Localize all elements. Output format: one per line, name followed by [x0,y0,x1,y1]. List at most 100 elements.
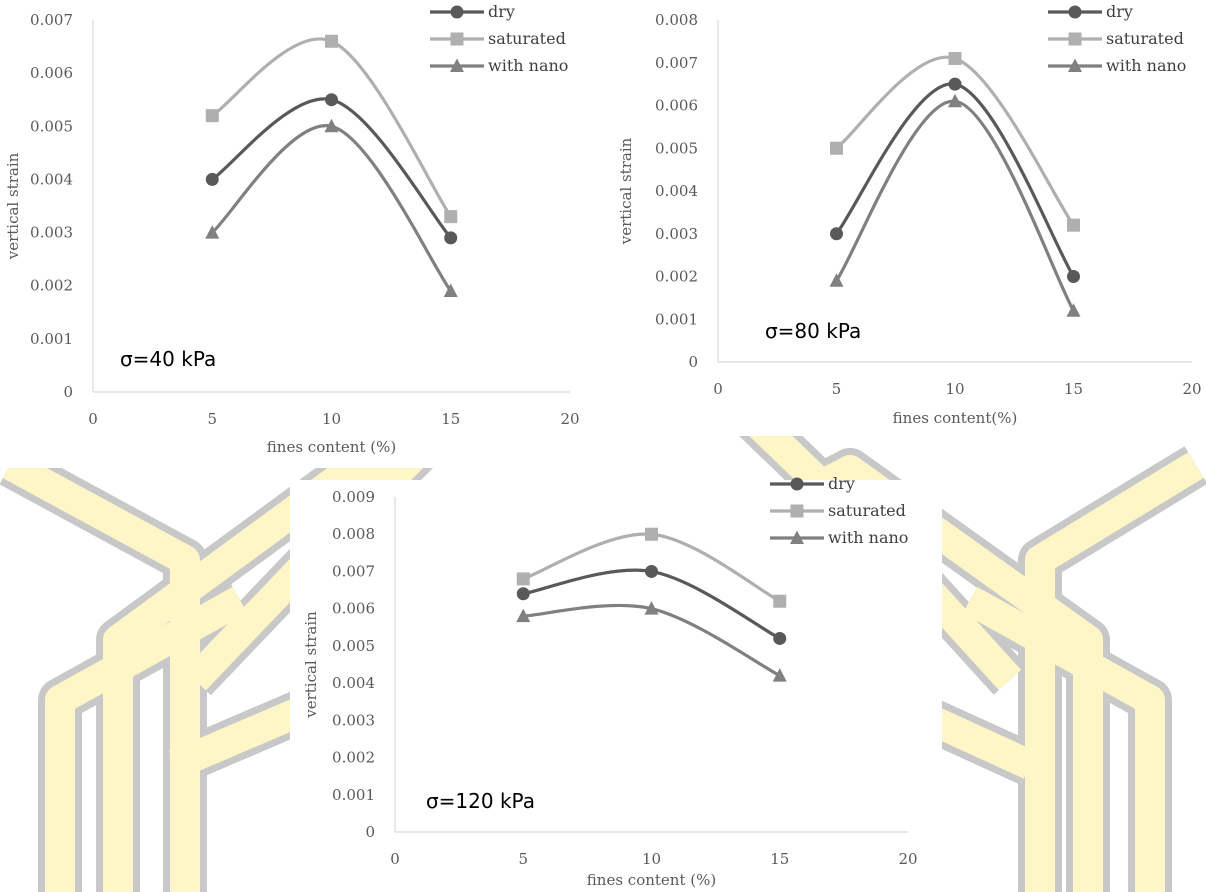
legend-marker [450,5,464,19]
y-tick-label: 0 [688,353,698,371]
series-with-nano [205,118,458,298]
y-axis-title: vertical strain [302,611,320,719]
x-axis-title: fines content(%) [893,409,1018,427]
legend-label: with nano [1106,56,1186,75]
x-tick-label: 20 [560,410,579,428]
data-point [772,668,787,682]
data-point [830,227,843,241]
y-tick-label: 0.001 [332,786,375,804]
y-tick-label: 0.003 [332,711,375,729]
y-tick-label: 0.001 [655,310,698,328]
data-point [948,51,962,65]
data-point [644,601,659,615]
data-point [829,273,844,287]
chart-sigma-120: 0 0.001 0.002 0.003 0.004 0.005 0.006 0.007 0.00… [290,474,942,892]
x-tick-label: 15 [1064,380,1083,398]
x-tick-label: 15 [770,850,789,868]
x-tick-label: 10 [322,410,341,428]
data-point [516,572,530,586]
x-tick-label: 0 [390,850,400,868]
legend-marker [450,58,464,72]
legend-label: dry [828,474,855,493]
legend-marker [1068,58,1082,72]
legend: dry saturated with nano [1048,2,1186,75]
legend-marker [790,477,804,491]
y-tick-label: 0.002 [332,749,375,767]
y-tick-label: 0.009 [332,488,375,506]
y-tick-label: 0.006 [655,97,698,115]
data-point [205,225,220,239]
data-point [444,210,458,224]
data-point [1067,218,1080,232]
y-tick-label: 0.008 [332,525,375,543]
data-point [324,118,339,133]
series-saturated [516,527,787,608]
data-point [1066,303,1081,317]
y-tick-label: 0 [63,383,73,401]
series-dry [830,77,1080,283]
stress-annotation: σ=80 kPa [765,319,861,343]
data-point [325,93,338,107]
series-dry [516,564,787,645]
y-tick-label: 0.007 [30,11,73,29]
legend-label: dry [488,2,515,21]
legend-label: saturated [488,29,566,48]
legend-label: with nano [828,528,908,547]
y-tick-label: 0.005 [30,117,73,135]
x-tick-label: 5 [207,410,217,428]
legend: dry saturated with nano [770,474,908,547]
y-tick-label: 0.003 [655,225,698,243]
x-tick-label: 10 [945,380,964,398]
y-tick-label: 0.008 [655,11,698,29]
legend-marker [1068,32,1082,46]
data-point [516,608,531,623]
legend-label: with nano [488,56,568,75]
legend-label: saturated [828,501,906,520]
series-with-nano [829,93,1081,317]
series-saturated [830,51,1080,232]
y-tick-label: 0.002 [30,277,73,295]
y-axis-title: vertical strain [4,152,22,260]
chart-sigma-80: 0 0.001 0.002 0.003 0.004 0.005 0.006 0.007 0.00… [605,0,1206,436]
y-tick-label: 0.007 [655,54,698,72]
x-tick-label: 20 [898,850,917,868]
data-point [773,594,787,608]
x-tick-label: 5 [518,850,528,868]
data-point [444,231,458,245]
x-tick-label: 15 [441,410,460,428]
legend-marker [790,530,804,544]
legend: dry saturated with nano [430,2,568,75]
chart-svg: 0 0.001 0.002 0.003 0.004 0.005 0.006 0.007 0.00… [617,2,1202,427]
series-dry [205,93,458,245]
y-tick-label: 0.001 [30,330,73,348]
y-tick-label: 0.004 [332,674,375,692]
data-point [948,93,962,108]
data-point [516,587,530,601]
x-tick-label: 0 [88,410,98,428]
stress-annotation: σ=40 kPa [120,347,216,371]
y-tick-label: 0 [365,823,375,841]
stress-annotation: σ=120 kPa [426,789,535,813]
x-axis-title: fines content (%) [587,871,716,889]
series-saturated [205,34,458,224]
data-point [645,564,658,578]
data-point [645,527,658,541]
data-point [830,141,843,155]
x-axis-title: fines content (%) [267,438,396,456]
legend-marker [1068,5,1082,19]
legend-label: dry [1106,2,1133,21]
y-tick-label: 0.004 [30,170,73,188]
y-tick-label: 0.003 [30,224,73,242]
x-tick-label: 10 [642,850,661,868]
data-point [205,172,219,186]
data-point [325,34,338,48]
y-axis-title: vertical strain [617,137,635,245]
data-point [1067,270,1080,283]
legend-label: saturated [1106,29,1184,48]
y-tick-label: 0.007 [332,562,375,580]
y-tick-label: 0.005 [332,637,375,655]
data-point [443,283,458,298]
y-tick-label: 0.006 [332,600,375,618]
series-line [834,82,1076,279]
